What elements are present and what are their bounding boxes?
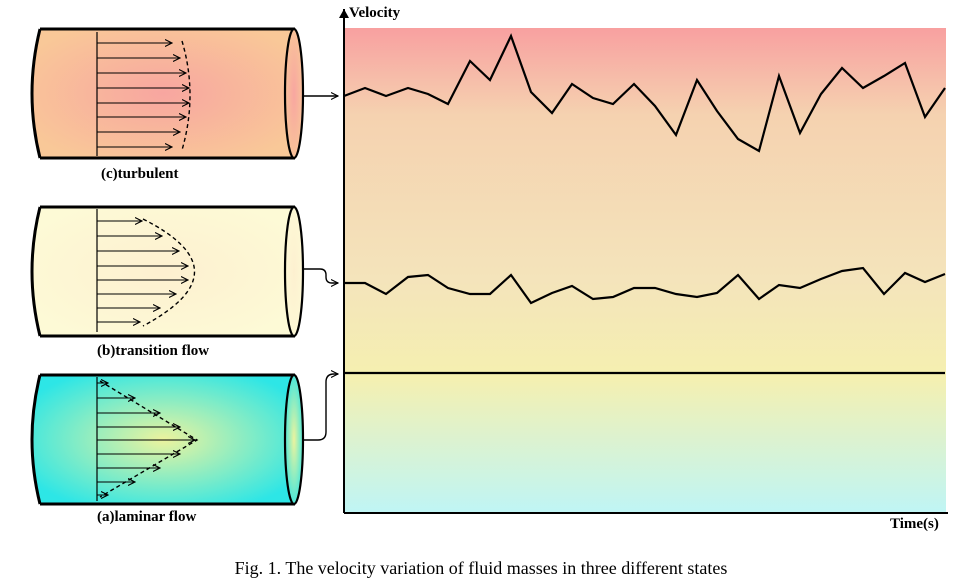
- x-axis-label: Time(s): [890, 516, 939, 532]
- pipe-laminar-label: (a)laminar flow: [97, 509, 196, 525]
- pipe-laminar: [30, 373, 305, 506]
- connector-laminar: [303, 374, 338, 441]
- pipe-turbulent: [30, 27, 305, 160]
- turbulent-velocity-line: [343, 33, 946, 153]
- y-axis-label: Velocity: [349, 5, 401, 21]
- transition-velocity-line: [344, 266, 946, 305]
- pipe-transition-label: (b)transition flow: [97, 343, 209, 359]
- connector-transition: [303, 268, 338, 283]
- figure-caption: Fig. 1. The velocity variation of fluid …: [234, 558, 728, 578]
- pipe-transition: [30, 205, 305, 338]
- chart-background: [344, 28, 946, 513]
- pipe-turbulent-label: (c)turbulent: [101, 166, 179, 182]
